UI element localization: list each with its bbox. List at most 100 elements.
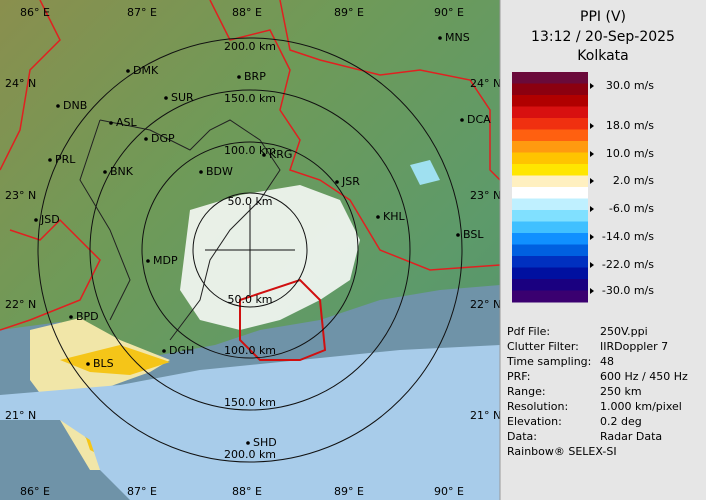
info-value: 600 Hz / 450 Hz <box>600 370 688 383</box>
station-dot <box>438 36 442 40</box>
lat-label: 21° N <box>470 409 501 422</box>
station-dot <box>48 158 52 162</box>
lon-label: 87° E <box>127 485 157 498</box>
info-value: Radar Data <box>600 430 662 443</box>
station-label: SHD <box>253 436 277 449</box>
info-value: 0.2 deg <box>600 415 642 428</box>
station-dot <box>146 259 150 263</box>
echo <box>60 345 170 375</box>
range-ring <box>141 141 359 359</box>
station-label: DCA <box>467 113 491 126</box>
lon-label: 90° E <box>434 6 464 19</box>
scale-band <box>512 83 588 96</box>
station-label: JSD <box>40 213 60 226</box>
station-label: DGH <box>169 344 194 357</box>
station-label: BDW <box>206 165 233 178</box>
scale-arrow <box>590 206 594 212</box>
info-value: 48 <box>600 355 614 368</box>
info-key: Resolution: <box>507 400 568 413</box>
scale-band <box>512 210 588 222</box>
station-dot <box>456 233 460 237</box>
station-dot <box>86 362 90 366</box>
district-border <box>79 119 131 321</box>
station-dot <box>103 170 107 174</box>
station-dot <box>34 218 38 222</box>
station-dot <box>335 180 339 184</box>
station-label: DGP <box>151 132 175 145</box>
scale-label: -14.0 m/s <box>602 230 654 243</box>
lat-label: 24° N <box>470 77 501 90</box>
station-dot <box>144 137 148 141</box>
site: Kolkata <box>577 48 628 64</box>
range-ring <box>37 37 463 463</box>
station-label: ASL <box>116 116 138 129</box>
range-label: 200.0 km <box>224 448 276 461</box>
station-label: KRG <box>269 148 292 161</box>
lat-label: 21° N <box>5 409 36 422</box>
side-panel: PPI (V) 13:12 / 20-Sep-2025 Kolkata 30.0… <box>506 9 688 458</box>
info-key: Clutter Filter: <box>507 340 579 353</box>
scale-band <box>512 187 588 199</box>
color-scale: 30.0 m/s 18.0 m/s 10.0 m/s 2.0 m/s -6.0 m/s -… <box>512 72 654 303</box>
border <box>0 0 61 171</box>
station-dot <box>237 75 241 79</box>
station-dot <box>246 441 250 445</box>
scale-arrow <box>590 151 594 157</box>
station-label: SUR <box>171 91 194 104</box>
station-dot <box>109 121 113 125</box>
station-label: KHL <box>383 210 405 223</box>
scale-label: 10.0 m/s <box>606 147 654 160</box>
scale-band <box>512 279 588 291</box>
scale-band <box>512 72 588 84</box>
info-value: 1.000 km/pixel <box>600 400 682 413</box>
timestamp: 13:12 / 20-Sep-2025 <box>531 29 675 45</box>
lat-label: 23° N <box>5 189 36 202</box>
range-label: 100.0 km <box>224 344 276 357</box>
lon-label: 88° E <box>232 485 262 498</box>
district-border <box>99 119 281 341</box>
range-label: 150.0 km <box>224 396 276 409</box>
info-key: Elevation: <box>507 415 562 428</box>
station-dot <box>69 315 73 319</box>
scale-arrow <box>590 83 594 89</box>
echo <box>0 345 500 500</box>
border <box>209 0 501 271</box>
range-label: 50.0 km <box>227 293 272 306</box>
scale-arrow <box>590 288 594 294</box>
scale-band <box>512 175 588 188</box>
scale-band <box>512 141 588 153</box>
lon-label: 88° E <box>232 6 262 19</box>
scale-label: -6.0 m/s <box>609 202 654 215</box>
scale-arrow <box>590 123 594 129</box>
lat-label: 24° N <box>5 77 36 90</box>
scale-band <box>512 106 588 119</box>
scale-band <box>512 129 588 142</box>
scale-label: 30.0 m/s <box>606 79 654 92</box>
station-dot <box>460 118 464 122</box>
range-label: 150.0 km <box>224 92 276 105</box>
station-label: BSL <box>463 228 484 241</box>
station-label: BRP <box>244 70 266 83</box>
range-label: 50.0 km <box>227 195 272 208</box>
info-value: 250 km <box>600 385 642 398</box>
station-dot <box>56 104 60 108</box>
station-dot <box>262 153 266 157</box>
scale-band <box>512 221 588 234</box>
scale-arrow <box>590 234 594 240</box>
info-key: Pdf File: <box>507 325 550 338</box>
scale-band <box>512 290 588 303</box>
range-ring <box>192 192 308 308</box>
scale-band <box>512 95 588 107</box>
info-key: Data: <box>507 430 537 443</box>
map-labels: 86° E 86° E 87° E 87° E 88° E 88° E 89° E 89° E… <box>5 6 501 498</box>
info-value: IIRDoppler 7 <box>600 340 668 353</box>
scale-band <box>512 164 588 176</box>
scale-label: 18.0 m/s <box>606 119 654 132</box>
station-label: DMK <box>133 64 159 77</box>
station-dot <box>376 215 380 219</box>
station-dot <box>162 349 166 353</box>
scale-band <box>512 118 588 130</box>
